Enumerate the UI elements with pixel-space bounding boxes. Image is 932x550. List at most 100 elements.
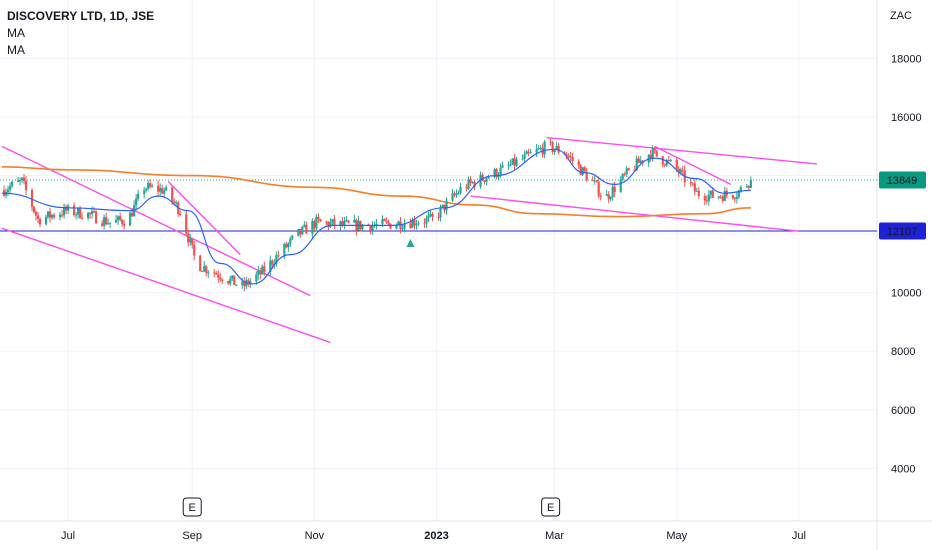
candle xyxy=(135,194,138,211)
x-tick-label: Sep xyxy=(182,530,202,542)
candle xyxy=(32,206,36,214)
candle xyxy=(745,184,748,188)
candle xyxy=(58,211,62,221)
candle xyxy=(605,190,608,196)
candle xyxy=(34,210,38,221)
candle xyxy=(551,140,554,155)
candle xyxy=(165,184,168,192)
candle xyxy=(719,194,722,199)
ma-slow-line xyxy=(1,166,751,218)
earnings-letter: E xyxy=(189,502,196,514)
candle xyxy=(611,183,614,201)
candle xyxy=(469,176,472,186)
candle xyxy=(599,193,602,201)
candle xyxy=(385,217,388,224)
candle xyxy=(299,228,302,238)
candle xyxy=(107,218,110,225)
candle xyxy=(595,180,598,183)
trendline[interactable] xyxy=(470,195,799,232)
candle xyxy=(459,182,462,195)
symbol-title[interactable]: DISCOVERY LTD, 1D, JSE xyxy=(7,9,155,23)
candle xyxy=(287,242,290,252)
candle xyxy=(383,218,386,222)
candle xyxy=(623,171,626,177)
candle xyxy=(89,212,92,219)
trendline[interactable] xyxy=(546,136,817,165)
candle xyxy=(537,145,540,151)
y-tick-label: 6000 xyxy=(891,405,915,417)
candle xyxy=(493,167,496,179)
candle xyxy=(38,217,42,228)
candle xyxy=(137,189,140,201)
candle xyxy=(305,221,308,234)
candle xyxy=(101,220,104,227)
indicator-ma-1[interactable]: MA xyxy=(7,26,25,40)
candle xyxy=(697,186,700,199)
candle xyxy=(103,214,106,230)
candle xyxy=(403,218,406,233)
candle xyxy=(317,213,320,224)
candle xyxy=(76,207,80,219)
price-axis[interactable]: ZAC 4000 6000 8000 10000 16000 18000 xyxy=(890,10,922,475)
candle xyxy=(471,181,474,184)
candle xyxy=(513,153,516,171)
candle xyxy=(721,194,724,204)
candle xyxy=(579,163,582,176)
candle xyxy=(185,210,188,237)
candle xyxy=(345,215,348,222)
candle xyxy=(201,270,204,273)
candle xyxy=(609,195,612,202)
candle xyxy=(527,148,530,157)
candle xyxy=(571,152,574,167)
candle xyxy=(207,270,210,279)
trendline[interactable] xyxy=(1,227,331,344)
candle xyxy=(661,155,664,168)
candle xyxy=(467,176,470,191)
candle xyxy=(105,212,108,226)
support-price-tag: 12107 xyxy=(879,222,926,240)
time-axis[interactable]: Jul Sep Nov 2023 Mar May Jul xyxy=(61,530,806,542)
candle xyxy=(427,211,430,222)
candle xyxy=(151,183,154,188)
candle xyxy=(179,210,182,216)
earnings-icon[interactable]: E xyxy=(182,497,202,517)
candle xyxy=(10,180,14,189)
chart-legend[interactable]: DISCOVERY LTD, 1D, JSE MA MA xyxy=(7,8,154,59)
candle xyxy=(669,158,672,162)
candle xyxy=(80,212,84,220)
x-tick-label: Mar xyxy=(545,530,564,542)
candle xyxy=(455,189,458,198)
candle xyxy=(163,187,166,198)
candle xyxy=(289,236,292,247)
candle xyxy=(74,212,78,220)
candle xyxy=(243,277,246,292)
candle xyxy=(591,176,594,182)
candle xyxy=(219,272,222,283)
candle xyxy=(353,214,356,223)
candle xyxy=(735,191,738,204)
y-tick-label: 18000 xyxy=(891,54,922,66)
candle xyxy=(417,220,420,226)
triangle-marker-icon[interactable] xyxy=(406,238,415,247)
candle xyxy=(123,219,126,230)
candle xyxy=(395,223,398,230)
trendline[interactable] xyxy=(167,180,241,256)
candle xyxy=(171,186,174,205)
candle xyxy=(257,265,260,280)
candle xyxy=(401,224,404,231)
x-tick-label: 2023 xyxy=(424,530,448,542)
candle xyxy=(567,153,570,159)
candle xyxy=(333,214,336,229)
candle xyxy=(637,155,640,164)
trendline[interactable] xyxy=(654,145,732,186)
candle xyxy=(16,176,20,183)
earnings-icon[interactable]: E xyxy=(541,497,561,517)
candle xyxy=(343,216,346,229)
candle xyxy=(161,184,164,195)
candle xyxy=(18,177,22,186)
indicator-ma-2[interactable]: MA xyxy=(7,43,25,57)
candle xyxy=(655,150,658,157)
candle xyxy=(93,207,96,214)
